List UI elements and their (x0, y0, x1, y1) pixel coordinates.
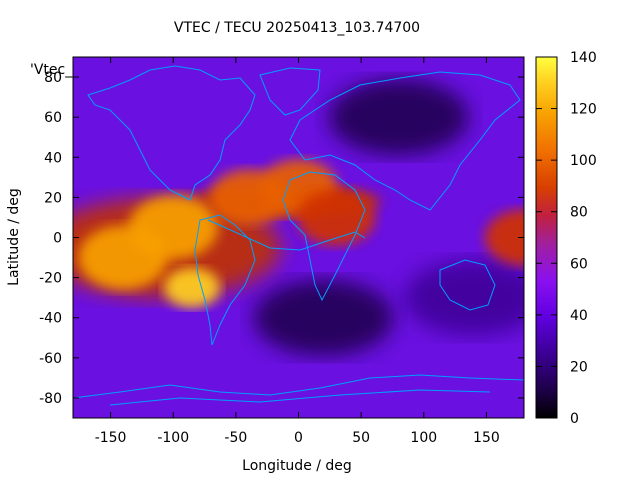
x-tick-label: -100 (157, 430, 189, 446)
depletion-region-0 (253, 279, 394, 356)
heatmap-blobs (73, 79, 524, 356)
y-tick-label: 60 (44, 110, 62, 126)
y-tick-label: -80 (39, 391, 62, 407)
colorbar-ticks: 0 20 40 60 80 100 120 140 (536, 50, 597, 427)
x-tick-label: -150 (95, 430, 127, 446)
legend-key: 'Vtec_ (30, 62, 73, 78)
colorbar-tick-label: 120 (570, 102, 597, 118)
colorbar-tick-label: 140 (570, 50, 597, 66)
y-tick-label: 80 (44, 70, 62, 86)
colorbar-tick-label: 0 (570, 411, 579, 427)
y-tick-label: 0 (53, 231, 62, 247)
coastline-sea-inlet (207, 219, 366, 251)
x-tick-label: 150 (473, 430, 500, 446)
x-tick-label: 100 (410, 430, 437, 446)
y-tick-label: -60 (39, 351, 62, 367)
coastline-eurasia (289, 71, 521, 211)
enhancement-region-2 (78, 225, 168, 290)
y-tick-label: 40 (44, 150, 62, 166)
enhancement-region-5 (296, 189, 376, 246)
y-axis-ticks: -80 -60 -40 -20 0 20 40 60 80 (39, 70, 524, 407)
x-axis-ticks: -150 -100 -50 0 50 100 150 (95, 57, 500, 446)
enhancement-region-0 (164, 267, 221, 308)
depletion-region-1 (328, 79, 469, 156)
coastline-antarctica-inner (109, 389, 491, 406)
colorbar-tick-label: 60 (570, 256, 588, 272)
y-tick-label: 20 (44, 190, 62, 206)
coastline-south-america (194, 214, 256, 346)
x-tick-label: 0 (294, 430, 303, 446)
y-tick-label: -40 (39, 311, 62, 327)
colorbar (535, 56, 558, 419)
colorbar-tick-label: 80 (570, 205, 588, 221)
colorbar-tick-label: 100 (570, 153, 597, 169)
colorbar-tick-label: 40 (570, 308, 588, 324)
colorbar-tick-label: 20 (570, 359, 588, 375)
heatmap-area (73, 57, 524, 418)
coastline-australia (439, 259, 496, 311)
coastline-africa (282, 171, 366, 302)
x-axis-label: Longitude / deg (242, 458, 352, 474)
coastline-north-america (87, 65, 256, 201)
x-tick-label: -50 (224, 430, 247, 446)
enhancement-region-6 (484, 209, 524, 266)
coastline-antarctica (73, 374, 524, 399)
y-axis-label: Latitude / deg (6, 188, 22, 286)
x-tick-label: 50 (352, 430, 370, 446)
chart-title: VTEC / TECU 20250413_103.74700 (174, 20, 420, 36)
depletion-region-2 (403, 259, 524, 336)
y-tick-label: -20 (39, 271, 62, 287)
coastline-greenland (259, 67, 321, 116)
coastlines (73, 65, 524, 406)
